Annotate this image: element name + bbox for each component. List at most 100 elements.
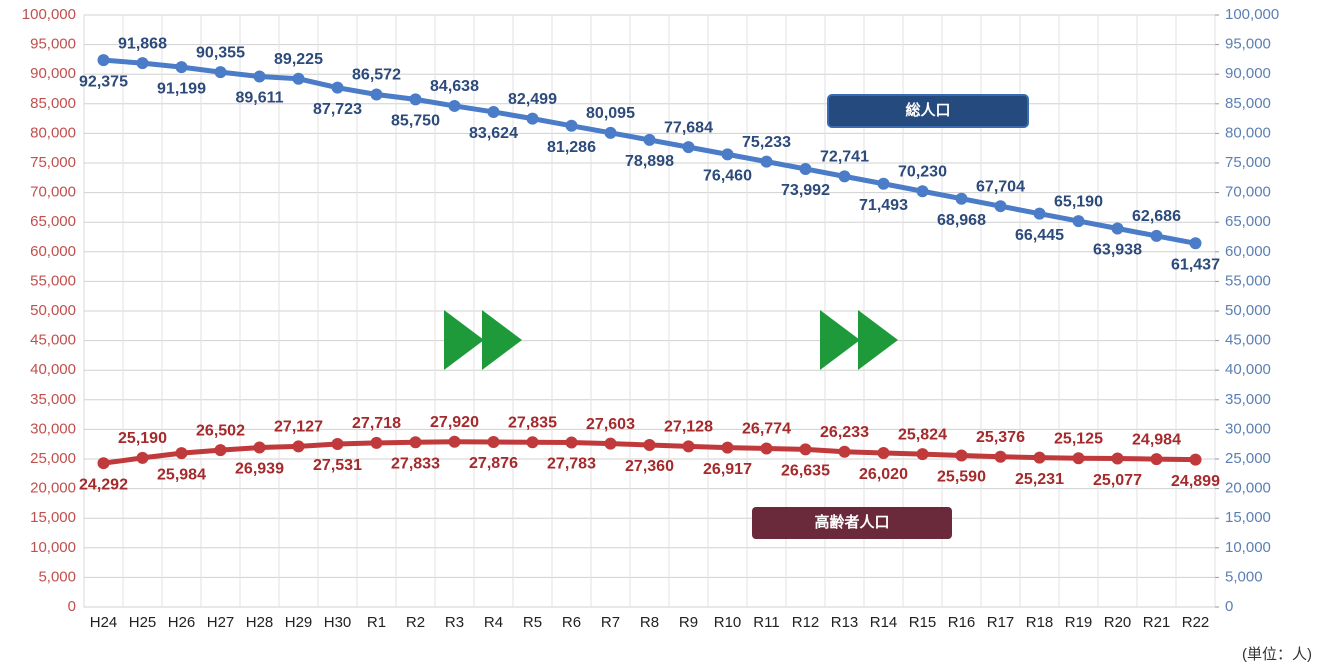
y2-tick-label: 60,000	[1225, 243, 1271, 260]
y-tick-label: 10,000	[30, 539, 76, 556]
y-tick-label: 85,000	[30, 95, 76, 112]
point	[761, 156, 773, 168]
point	[254, 442, 266, 454]
y-tick-label: 80,000	[30, 124, 76, 141]
point	[878, 178, 890, 190]
x-tick-label: R8	[640, 614, 659, 631]
point	[1151, 230, 1163, 242]
chart: 05,00010,00015,00020,00025,00030,00035,0…	[0, 0, 1318, 665]
value-label: 91,868	[118, 35, 167, 52]
point	[215, 66, 227, 78]
point	[410, 93, 422, 105]
y2-tick-label: 5,000	[1225, 568, 1263, 585]
value-label: 26,635	[781, 463, 830, 480]
point	[527, 436, 539, 448]
x-tick-label: R6	[562, 614, 581, 631]
x-tick-label: R10	[714, 614, 742, 631]
value-label: 25,824	[898, 426, 947, 443]
value-label: 62,686	[1132, 208, 1181, 225]
value-label: 89,611	[235, 90, 283, 107]
value-label: 77,684	[664, 119, 713, 136]
y-tick-label: 90,000	[30, 65, 76, 82]
value-label: 26,774	[742, 421, 791, 438]
value-label: 80,095	[586, 105, 635, 122]
x-tick-label: R2	[406, 614, 425, 631]
y2-tick-label: 25,000	[1225, 450, 1271, 467]
point	[449, 436, 461, 448]
point	[1190, 454, 1202, 466]
y-tick-label: 60,000	[30, 243, 76, 260]
point	[878, 447, 890, 459]
point	[683, 440, 695, 452]
point	[722, 148, 734, 160]
point	[137, 452, 149, 464]
y2-tick-label: 20,000	[1225, 480, 1271, 497]
x-tick-label: R3	[445, 614, 464, 631]
x-tick-label: H27	[207, 614, 235, 631]
value-label: 27,360	[625, 458, 674, 475]
value-label: 25,984	[157, 466, 206, 483]
y-tick-label: 75,000	[30, 154, 76, 171]
value-label: 67,704	[976, 178, 1025, 195]
value-label: 61,437	[1171, 257, 1220, 274]
y2-tick-label: 35,000	[1225, 391, 1271, 408]
value-label: 66,445	[1015, 227, 1064, 244]
value-label: 27,603	[586, 416, 635, 433]
y2-tick-label: 80,000	[1225, 124, 1271, 141]
point	[605, 127, 617, 139]
point	[917, 185, 929, 197]
value-label: 24,899	[1171, 473, 1220, 490]
point	[215, 444, 227, 456]
point	[176, 447, 188, 459]
value-label: 63,938	[1093, 242, 1142, 259]
x-tick-label: R7	[601, 614, 620, 631]
value-label: 65,190	[1054, 193, 1103, 210]
value-label: 82,499	[508, 91, 557, 108]
y-tick-label: 45,000	[30, 332, 76, 349]
value-label: 87,723	[313, 101, 362, 118]
point	[1073, 215, 1085, 227]
point	[98, 54, 110, 66]
point	[917, 448, 929, 460]
point	[1034, 208, 1046, 220]
y2-tick-label: 0	[1225, 598, 1233, 615]
value-label: 86,572	[352, 67, 401, 84]
value-label: 27,876	[469, 455, 518, 472]
value-label: 25,190	[118, 430, 167, 447]
point	[800, 163, 812, 175]
value-label: 84,638	[430, 78, 479, 95]
point	[1190, 237, 1202, 249]
value-label: 71,493	[859, 197, 908, 214]
value-label: 25,376	[976, 429, 1025, 446]
y2-tick-label: 90,000	[1225, 65, 1271, 82]
x-tick-label: R9	[679, 614, 698, 631]
x-tick-label: R21	[1143, 614, 1171, 631]
point	[566, 437, 578, 449]
point	[488, 106, 500, 118]
y2-tick-label: 30,000	[1225, 420, 1271, 437]
y2-tick-label: 10,000	[1225, 539, 1271, 556]
y-tick-label: 35,000	[30, 391, 76, 408]
point	[176, 61, 188, 73]
x-tick-label: H24	[90, 614, 118, 631]
value-label: 26,917	[703, 461, 752, 478]
point	[839, 446, 851, 458]
y-tick-label: 95,000	[30, 36, 76, 53]
value-label: 26,020	[859, 466, 908, 483]
point	[1073, 452, 1085, 464]
x-tick-label: H25	[129, 614, 157, 631]
value-label: 25,077	[1093, 472, 1142, 489]
value-label: 24,292	[79, 476, 128, 493]
value-label: 25,590	[937, 469, 986, 486]
value-label: 75,233	[742, 134, 791, 151]
y2-tick-label: 100,000	[1225, 6, 1279, 23]
point	[566, 120, 578, 132]
y2-tick-label: 95,000	[1225, 36, 1271, 53]
x-tick-label: H29	[285, 614, 313, 631]
y-tick-label: 55,000	[30, 272, 76, 289]
y2-tick-label: 65,000	[1225, 213, 1271, 230]
point	[488, 436, 500, 448]
point	[449, 100, 461, 112]
point	[995, 451, 1007, 463]
legend-label: 高齢者人口	[814, 513, 889, 531]
